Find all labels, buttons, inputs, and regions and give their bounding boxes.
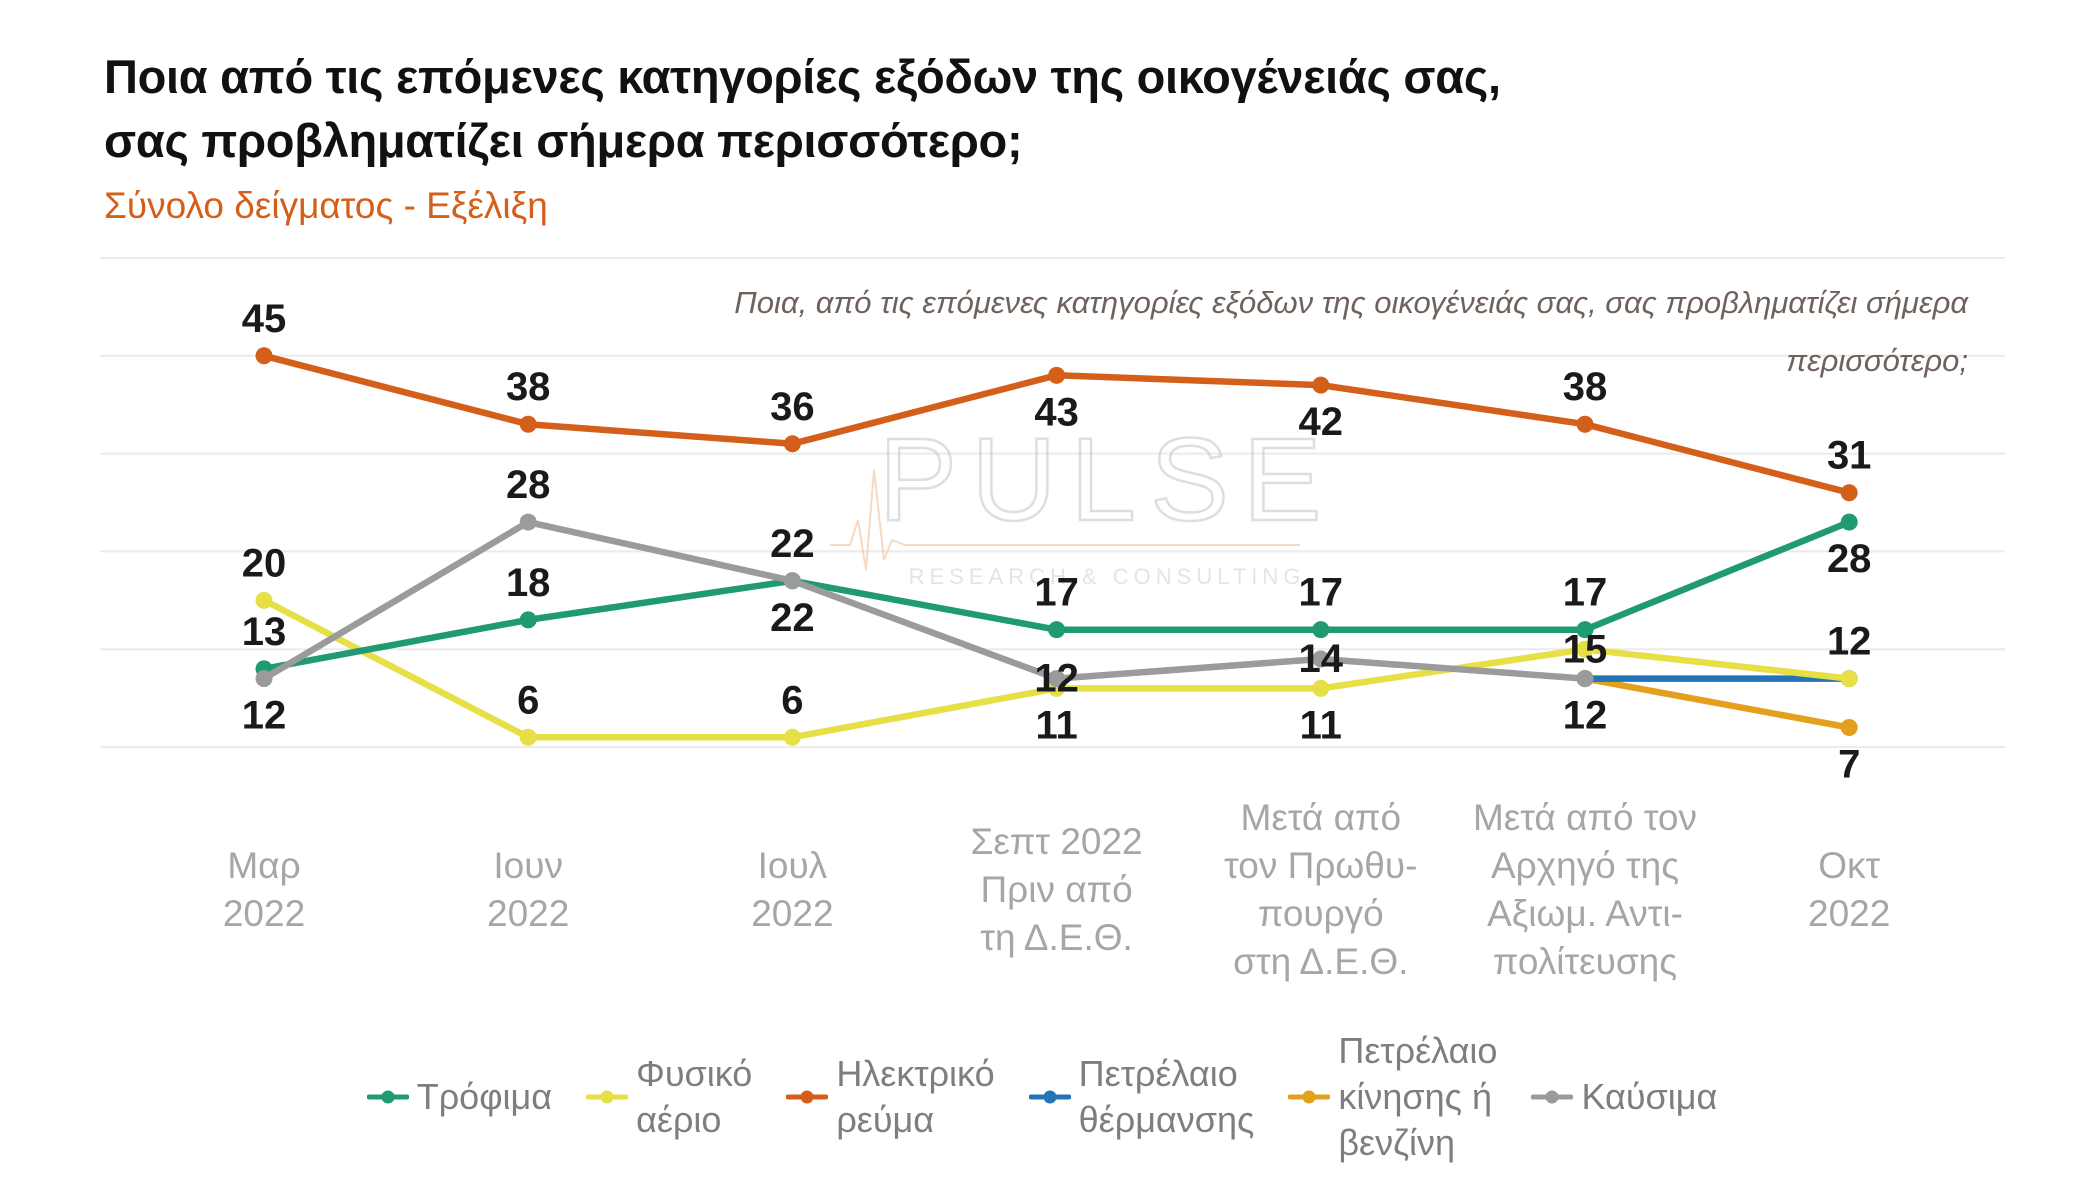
data-label: 12 (1034, 657, 1079, 701)
data-label: 17 (1034, 571, 1079, 615)
x-tick-label: Ιουλ 2022 (751, 845, 834, 934)
data-point-marker (1312, 376, 1330, 394)
data-point-marker (783, 435, 801, 453)
data-label: 36 (770, 385, 815, 429)
data-point-marker (783, 728, 801, 746)
data-label: 17 (1563, 571, 1608, 615)
data-point-marker (1840, 513, 1858, 531)
chart-title: Ποια από τις επόμενες κατηγορίες εξόδων … (104, 50, 1501, 167)
data-label: 45 (242, 297, 287, 341)
data-point-marker (519, 611, 537, 629)
data-label: 22 (770, 596, 815, 640)
data-point-marker (255, 347, 273, 365)
x-tick-label: Μαρ 2022 (222, 845, 306, 934)
series-group (255, 591, 1858, 746)
legend-item: Καύσιμα (1531, 1074, 1717, 1120)
data-point-marker (1048, 621, 1066, 639)
legend-line-marker-icon (786, 1090, 829, 1104)
data-label: 42 (1299, 400, 1344, 444)
data-label: 18 (506, 561, 551, 605)
data-point-marker (1576, 670, 1594, 688)
data-point-marker (255, 591, 273, 609)
data-label: 22 (770, 522, 815, 566)
data-label: 20 (242, 541, 287, 585)
data-label: 14 (1299, 637, 1344, 681)
data-label: 28 (506, 463, 551, 507)
data-label: 13 (242, 610, 287, 654)
x-tick-label: Οκτ 2022 (1808, 845, 1891, 934)
legend-item: Φυσικό αέριο (586, 1051, 752, 1143)
x-tick-label: Σεπτ 2022 Πριν από τη Δ.Ε.Θ. (970, 821, 1143, 958)
legend-label: Τρόφιμα (416, 1076, 553, 1117)
data-label: 11 (1035, 703, 1077, 747)
data-point-marker (519, 728, 537, 746)
data-label: 43 (1034, 390, 1079, 434)
series-line (1581, 675, 1853, 731)
data-point-marker (1576, 621, 1594, 639)
legend-item: Πετρέλαιο κίνησης ή βενζίνη (1288, 1028, 1497, 1166)
watermark-heartbeat-icon (830, 469, 1300, 571)
chart-subtitle: Σύνολο δείγματος - Εξέλιξη (104, 185, 548, 226)
data-label: 6 (781, 678, 803, 722)
data-label: 12 (242, 694, 287, 738)
legend-line-marker-icon (1531, 1090, 1574, 1104)
legend-label: Φυσικό αέριο (636, 1053, 753, 1140)
data-label: 6 (517, 678, 539, 722)
legend-label: Πετρέλαιο θέρμανσης (1078, 1053, 1255, 1140)
data-label: 7 (1838, 743, 1860, 787)
data-point-marker (1312, 650, 1330, 668)
data-label: 12 (1827, 620, 1872, 664)
data-point-marker (1576, 415, 1594, 433)
data-point-marker (255, 670, 273, 688)
data-label: 11 (1300, 703, 1342, 747)
legend-item: Ηλεκτρικό ρεύμα (786, 1051, 995, 1143)
x-tick-label: Μετά από τον Πρωθυ- πουργό στη Δ.Ε.Θ. (1224, 797, 1418, 982)
chart-question-note: Ποια, από τις επόμενες κατηγορίες εξόδων… (734, 285, 1968, 378)
data-label: 12 (1563, 694, 1608, 738)
legend-line-marker-icon (586, 1090, 629, 1104)
data-point-marker (519, 415, 537, 433)
data-label: 17 (1299, 571, 1344, 615)
data-point-marker (1576, 640, 1594, 658)
data-point-marker (519, 513, 537, 531)
data-point-marker (1840, 670, 1858, 688)
data-point-marker (1312, 621, 1330, 639)
watermark-brand: PULSE (879, 414, 1336, 546)
legend-line-marker-icon (366, 1090, 409, 1104)
data-labels: 45 38 36 43 42 38 31 13 18 22 17 17 17 28 20 6 6 11 11 15 12… (242, 297, 1872, 787)
legend-label: Ηλεκτρικό ρεύμα (836, 1053, 995, 1140)
data-point-marker (1048, 670, 1066, 688)
data-point-marker (1312, 679, 1330, 697)
chart-legend: Τρόφιμα Φυσικό αέριο Ηλεκτρικό ρεύμα Πετρέλ… (0, 1022, 2084, 1172)
series-group (255, 347, 1858, 502)
data-label: 15 (1563, 627, 1608, 671)
x-tick-label: Μετά από τον Αρχηγό της Αξιωμ. Αντι- πολ… (1472, 797, 1698, 982)
data-point-marker (1048, 366, 1066, 384)
x-tick-label: Ιουν 2022 (487, 845, 570, 934)
data-label: 38 (506, 365, 551, 409)
legend-label: Πετρέλαιο κίνησης ή βενζίνη (1338, 1030, 1498, 1163)
series-lines (255, 347, 1858, 746)
gridlines (100, 256, 2005, 749)
watermark-tagline: RESEARCH & CONSULTING (909, 564, 1306, 589)
pulse-watermark-logo: PULSE RESEARCH & CONSULTING (830, 413, 1336, 589)
legend-item: Τρόφιμα (366, 1074, 553, 1120)
series-group (255, 513, 1594, 688)
legend-label: Καύσιμα (1581, 1076, 1718, 1117)
data-point-marker (1840, 719, 1858, 737)
legend-line-marker-icon (1028, 1090, 1071, 1104)
legend-line-marker-icon (1288, 1090, 1331, 1104)
data-label: 38 (1563, 365, 1608, 409)
data-point-marker (783, 572, 801, 590)
data-label: 31 (1827, 434, 1872, 478)
data-label: 28 (1827, 537, 1872, 581)
legend-item: Πετρέλαιο θέρμανσης (1028, 1051, 1255, 1143)
series-line (260, 518, 1589, 682)
data-point-marker (1840, 484, 1858, 502)
